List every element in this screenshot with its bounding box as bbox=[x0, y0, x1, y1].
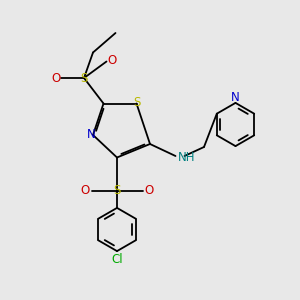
Text: S: S bbox=[134, 95, 141, 109]
Text: Cl: Cl bbox=[111, 253, 123, 266]
Text: NH: NH bbox=[178, 151, 195, 164]
Text: O: O bbox=[52, 71, 61, 85]
Text: O: O bbox=[80, 184, 89, 197]
Text: N: N bbox=[87, 128, 96, 142]
Text: S: S bbox=[113, 184, 121, 197]
Text: O: O bbox=[145, 184, 154, 197]
Text: N: N bbox=[230, 91, 239, 104]
Text: O: O bbox=[107, 53, 116, 67]
Text: S: S bbox=[80, 71, 88, 85]
